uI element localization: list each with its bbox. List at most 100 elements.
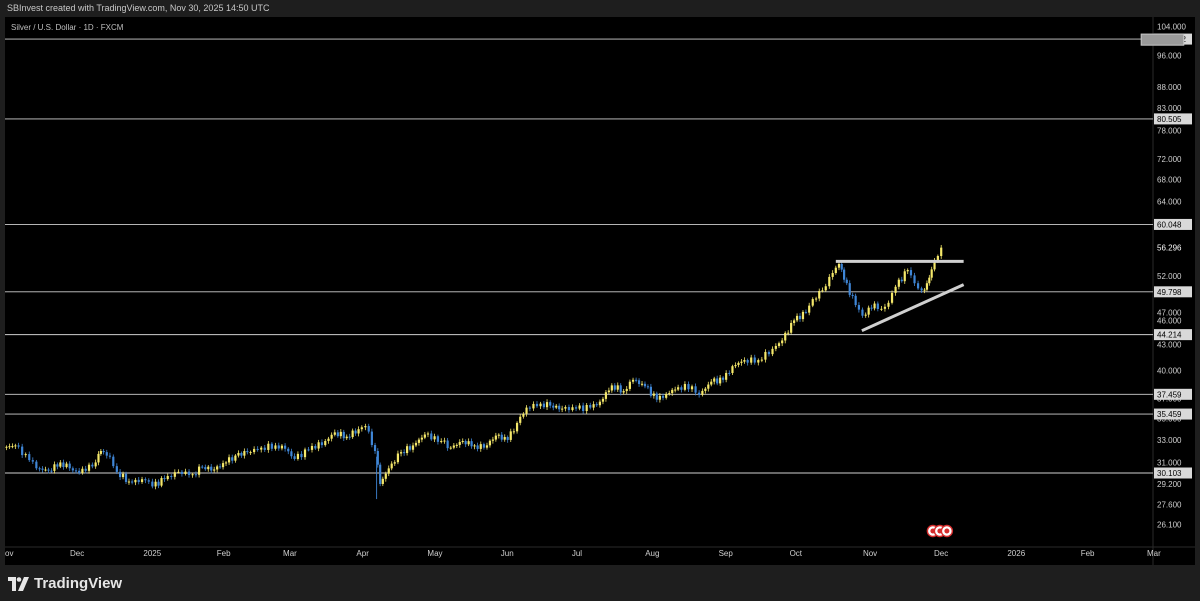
candle-body: [449, 447, 452, 449]
candle-body: [873, 303, 876, 309]
candle-body: [690, 386, 694, 390]
candle-body: [883, 306, 887, 309]
candle-body: [14, 445, 17, 447]
candle-body: [622, 391, 625, 393]
candle-body: [925, 283, 929, 290]
candle-body: [44, 469, 47, 471]
candle-body: [743, 360, 746, 362]
candle-body: [900, 279, 903, 282]
candle-body: [567, 407, 571, 411]
candle-body: [916, 283, 920, 289]
candle-body: [118, 471, 122, 478]
candle-body: [433, 436, 436, 440]
candle-body: [274, 445, 277, 449]
candle-body: [707, 384, 710, 389]
candle-body: [393, 462, 396, 464]
candle-body: [180, 471, 184, 474]
candle-body: [652, 393, 655, 396]
candle-body: [140, 479, 144, 483]
candle-body: [345, 436, 348, 439]
candle-body: [303, 449, 307, 458]
candle-body: [87, 464, 91, 471]
candle-body: [909, 270, 913, 276]
x-tick-label: Sep: [719, 549, 734, 558]
candle-body: [851, 294, 854, 296]
y-tick-label: 43.000: [1157, 341, 1182, 350]
candle-body: [157, 481, 160, 486]
tradingview-logo[interactable]: TradingView: [8, 575, 122, 592]
candle-body: [333, 432, 336, 435]
candle-body: [532, 403, 535, 409]
candle-body: [197, 466, 201, 475]
x-tick-label: Nov: [863, 549, 877, 558]
candle-body: [687, 384, 690, 390]
candle-body: [595, 404, 598, 406]
candle-body: [928, 277, 931, 284]
candle-body: [184, 471, 187, 474]
candle-body: [360, 427, 363, 430]
y-tick-label: 104.000: [1157, 23, 1186, 32]
candle-body: [166, 475, 169, 480]
candle-body: [458, 441, 461, 445]
candle-body: [764, 351, 767, 360]
candle-body: [367, 426, 370, 432]
candle-body: [716, 378, 719, 384]
candle-body: [24, 454, 27, 456]
candle-body: [204, 467, 207, 470]
footer-bar: TradingView: [0, 565, 1200, 601]
candle-body: [227, 457, 231, 463]
candle-body: [38, 468, 41, 470]
candle-body: [97, 453, 100, 463]
candle-body: [713, 378, 716, 382]
candle-body: [840, 263, 843, 270]
candle-body: [903, 271, 906, 282]
candle-body: [71, 468, 74, 471]
candle-body: [430, 433, 433, 440]
candle-body: [267, 443, 270, 450]
candle-body: [831, 273, 834, 277]
x-tick-label: Dec: [70, 549, 84, 558]
candle-body: [191, 474, 194, 476]
candle-body: [589, 404, 592, 408]
candle-body: [870, 307, 873, 309]
candle-body: [74, 470, 78, 472]
candle-body: [640, 383, 644, 385]
candle-body: [194, 474, 198, 476]
candle-body: [522, 413, 525, 417]
candle-body: [173, 472, 176, 477]
y-tick-label: 31.000: [1157, 458, 1182, 467]
candle-body: [411, 445, 415, 450]
candle-body: [637, 380, 641, 385]
y-tick-label: 96.000: [1157, 52, 1182, 61]
candle-body: [102, 451, 105, 453]
candle-body: [336, 432, 339, 437]
candle-body: [578, 405, 581, 409]
candle-body: [936, 256, 939, 261]
y-tick-label: 83.000: [1157, 104, 1182, 113]
candle-body: [384, 473, 387, 479]
candle-body: [376, 451, 379, 465]
x-tick-label: 2025: [143, 549, 161, 558]
candle-body: [41, 468, 44, 470]
candle-body: [665, 393, 668, 398]
candle-body: [512, 431, 516, 433]
candle-body: [124, 473, 128, 482]
candle-body: [598, 401, 602, 406]
candle-body: [405, 446, 409, 454]
candle-body: [628, 381, 631, 389]
chart-panel[interactable]: 104.000 96.000 88.000 83.000 78.000 72.000 68.…: [5, 17, 1195, 565]
candle-body: [940, 247, 943, 257]
candle-body: [473, 445, 476, 447]
x-tick-label: Mar: [283, 549, 297, 558]
candle-body: [824, 286, 827, 291]
candle-body: [327, 438, 330, 442]
candle-body: [237, 452, 240, 456]
x-tick-label: May: [427, 549, 442, 558]
candle-body: [464, 441, 467, 445]
candle-body: [137, 479, 140, 483]
candle-body: [270, 443, 273, 449]
candle-body: [719, 377, 722, 384]
candle-body: [28, 454, 31, 461]
candle-body: [56, 464, 59, 467]
price-chart[interactable]: 104.000 96.000 88.000 83.000 78.000 72.000 68.…: [5, 17, 1195, 565]
